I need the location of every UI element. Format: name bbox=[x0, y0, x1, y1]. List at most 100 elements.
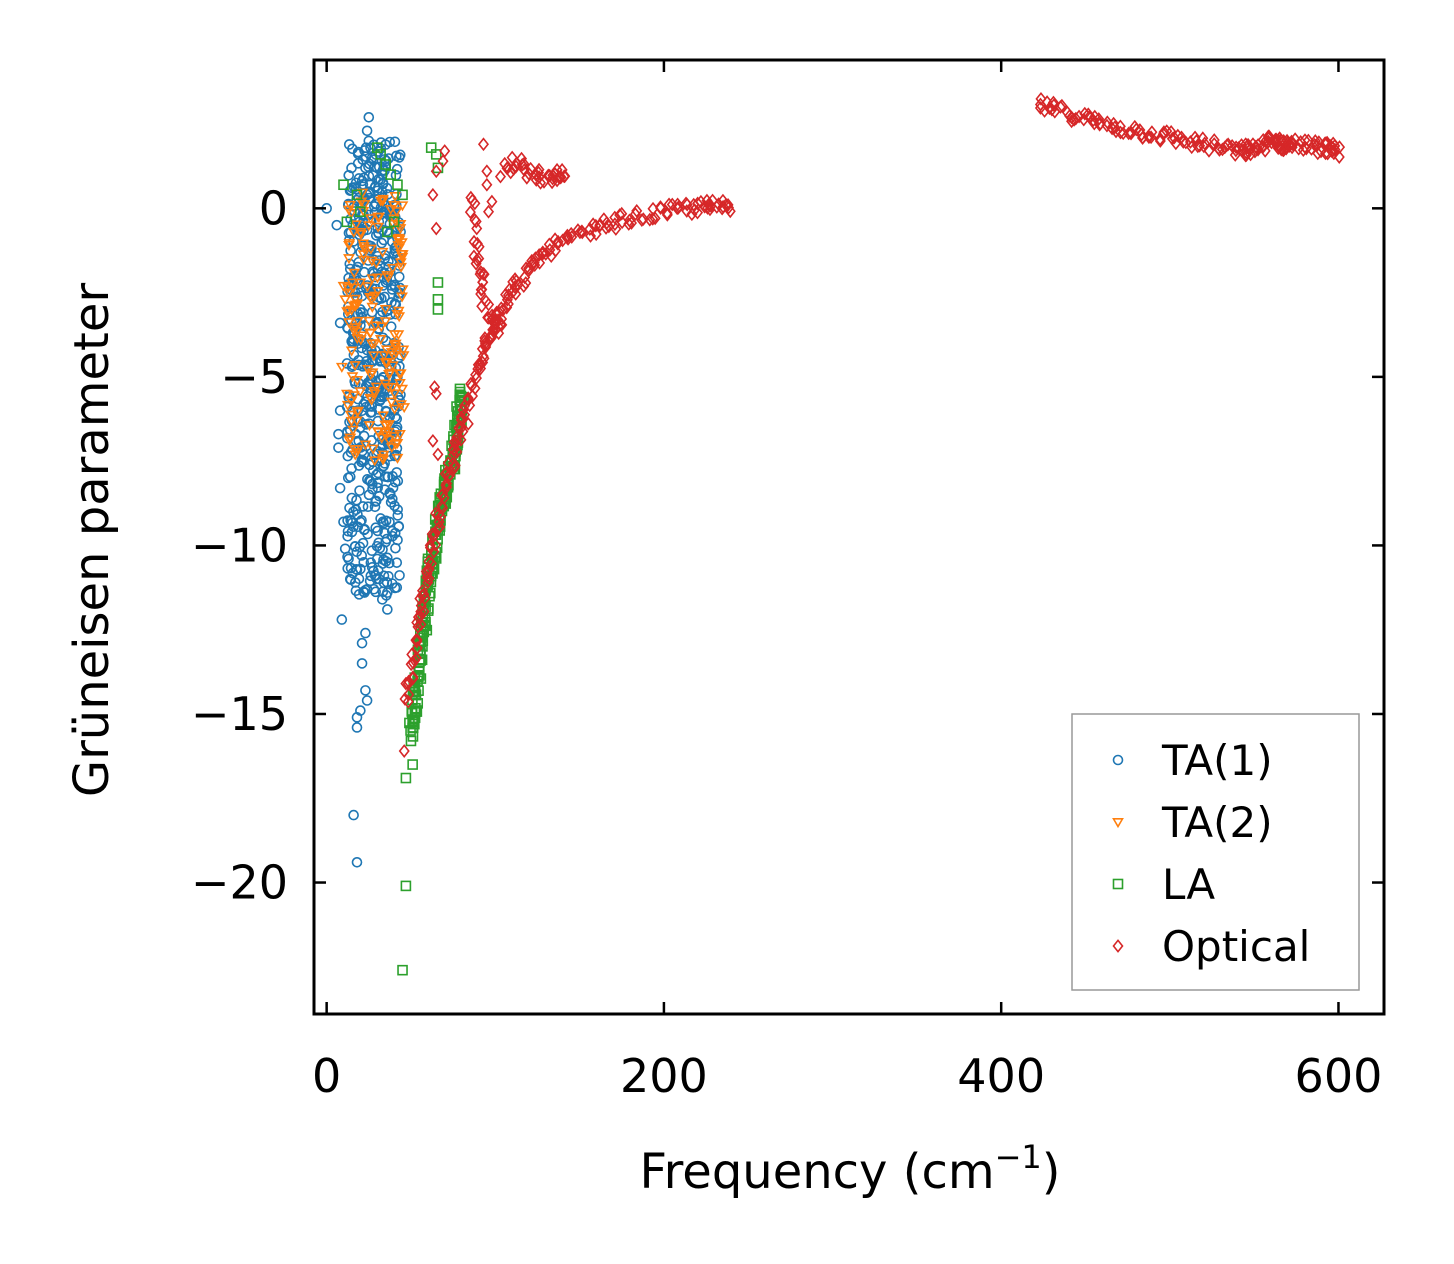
data-point bbox=[343, 239, 356, 250]
data-point bbox=[552, 234, 564, 249]
data-point bbox=[388, 214, 401, 225]
data-point bbox=[379, 317, 392, 328]
data-point bbox=[361, 583, 373, 595]
data-point bbox=[356, 331, 369, 342]
data-point bbox=[344, 200, 357, 211]
data-point bbox=[342, 525, 354, 537]
data-point bbox=[346, 526, 358, 538]
data-point bbox=[502, 297, 514, 311]
x-axis-label-close: ) bbox=[1042, 1144, 1061, 1200]
data-point bbox=[368, 291, 381, 302]
data-point bbox=[342, 472, 354, 484]
data-point bbox=[355, 206, 366, 217]
data-point bbox=[510, 287, 522, 301]
axes: 0 200 400 600 0 −5 −10 −15 −20 bbox=[191, 58, 1386, 1103]
data-point bbox=[342, 306, 355, 317]
data-point bbox=[398, 403, 411, 414]
legend-label: TA(2) bbox=[1161, 798, 1273, 847]
data-point bbox=[357, 501, 369, 512]
data-point bbox=[351, 334, 364, 345]
data-point bbox=[362, 221, 375, 232]
data-point bbox=[1333, 150, 1345, 164]
data-point bbox=[534, 255, 546, 270]
data-point bbox=[1312, 146, 1324, 161]
data-point bbox=[341, 400, 354, 411]
data-point bbox=[469, 196, 481, 211]
legend-marker bbox=[1112, 818, 1124, 829]
data-point bbox=[351, 857, 363, 868]
data-point bbox=[365, 476, 376, 487]
data-point bbox=[389, 136, 401, 148]
data-point bbox=[471, 253, 483, 267]
data-point bbox=[426, 527, 438, 542]
data-point bbox=[1233, 140, 1245, 155]
data-point bbox=[654, 200, 666, 214]
data-point bbox=[590, 218, 602, 233]
data-point bbox=[334, 317, 346, 329]
data-point bbox=[476, 342, 488, 356]
data-point bbox=[427, 187, 439, 202]
data-point bbox=[501, 300, 513, 315]
data-point bbox=[338, 179, 349, 191]
data-point bbox=[1208, 133, 1220, 147]
data-point bbox=[566, 230, 578, 244]
data-point bbox=[388, 216, 400, 228]
data-point bbox=[375, 513, 386, 524]
data-point bbox=[378, 351, 391, 362]
data-point bbox=[369, 501, 381, 513]
data-point bbox=[555, 170, 567, 185]
data-point bbox=[331, 219, 343, 231]
data-point bbox=[692, 196, 704, 211]
plot-frame bbox=[312, 58, 1386, 1016]
data-point bbox=[475, 282, 487, 297]
data-point bbox=[492, 313, 504, 327]
data-point bbox=[1230, 140, 1242, 155]
data-point bbox=[1146, 125, 1158, 140]
legend-box bbox=[1071, 713, 1360, 991]
data-point bbox=[350, 323, 363, 334]
data-point bbox=[400, 676, 412, 691]
data-point bbox=[375, 356, 386, 367]
data-point bbox=[351, 376, 364, 387]
data-point bbox=[1123, 126, 1135, 141]
data-point bbox=[389, 582, 401, 594]
data-point bbox=[348, 445, 361, 456]
data-point bbox=[724, 204, 736, 219]
data-point bbox=[426, 556, 438, 571]
data-point bbox=[405, 735, 417, 747]
data-point bbox=[1109, 120, 1121, 135]
data-point bbox=[351, 189, 363, 201]
data-point bbox=[438, 490, 450, 505]
data-point bbox=[411, 634, 423, 649]
data-point bbox=[1275, 142, 1287, 157]
data-point bbox=[469, 381, 481, 396]
data-point bbox=[352, 521, 364, 533]
legend: TA(1) TA(2) LA Optical bbox=[1071, 713, 1360, 991]
data-point bbox=[364, 328, 377, 339]
data-point bbox=[411, 641, 423, 655]
data-point bbox=[358, 455, 370, 467]
data-point bbox=[464, 205, 476, 219]
data-point bbox=[629, 207, 641, 222]
data-point bbox=[377, 455, 389, 466]
data-point bbox=[366, 274, 379, 285]
data-point bbox=[1245, 147, 1257, 162]
data-point bbox=[397, 189, 408, 201]
data-point bbox=[368, 583, 380, 595]
data-point bbox=[377, 411, 389, 422]
data-point bbox=[400, 880, 412, 892]
data-point bbox=[435, 509, 447, 524]
data-point bbox=[518, 279, 530, 294]
data-point bbox=[375, 433, 388, 444]
data-point bbox=[1177, 135, 1189, 149]
data-point bbox=[507, 274, 519, 289]
data-point bbox=[391, 453, 404, 464]
data-point bbox=[350, 220, 363, 231]
y-tick-label: −10 bbox=[191, 518, 288, 572]
data-point bbox=[420, 564, 432, 579]
data-point bbox=[680, 196, 692, 211]
data-point bbox=[342, 288, 355, 299]
data-point bbox=[376, 594, 388, 605]
x-tick-label: 200 bbox=[620, 1049, 708, 1103]
